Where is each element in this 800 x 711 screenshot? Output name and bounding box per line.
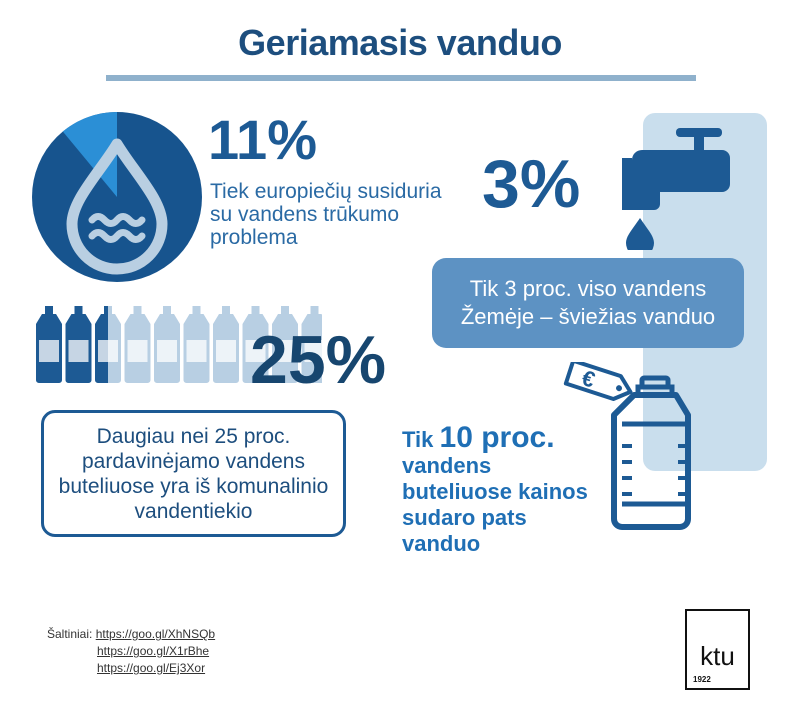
water-bottle-icon [301, 306, 322, 383]
tap-water-description: Daugiau nei 25 proc. pardavinėjamo vande… [41, 410, 346, 537]
bottle-price-description: vandens buteliuose kainos sudaro pats va… [402, 453, 588, 556]
water-bottle-icon [124, 306, 151, 383]
pie-highlight-slice [62, 112, 117, 197]
water-bottle-icon [65, 306, 92, 383]
price-tag-bottle-icon: € [563, 362, 691, 530]
logo-text: ktu [700, 641, 735, 671]
title-divider [106, 75, 696, 81]
bottle-row [36, 306, 322, 383]
water-shortage-percent: 11% [208, 108, 317, 171]
water-bottle-icon [154, 306, 180, 383]
tap-water-percent: 25% [250, 322, 387, 398]
logo-year: 1922 [693, 675, 711, 684]
bottle-price-prefix: Tik [402, 427, 434, 452]
sources-block: Šaltiniai: https://goo.gl/XhNSQb https:/… [47, 626, 215, 677]
water-bottle-icon [36, 306, 62, 383]
fresh-water-description: Tik 3 proc. viso vandens Žemėje – švieži… [432, 258, 744, 348]
source-link-3[interactable]: https://goo.gl/Ej3Xor [97, 661, 206, 675]
water-bottle-icon [213, 306, 239, 383]
water-tap-icon [622, 128, 730, 250]
water-shortage-pie-chart [32, 112, 202, 282]
water-bottle-icon [95, 306, 121, 383]
water-bottle-icon [272, 306, 298, 383]
page-title: Geriamasis vanduo [238, 22, 562, 63]
ktu-logo: ktu 1922 [685, 609, 750, 690]
source-link-2[interactable]: https://goo.gl/X1rBhe [97, 644, 210, 658]
price-tag-icon: € [563, 362, 633, 401]
water-bottle-icon [183, 306, 210, 383]
water-shortage-description: Tiek europiečių susiduria su vandens trū… [210, 180, 442, 249]
bottle-price-percent: 10 proc. [439, 421, 555, 454]
sources-label: Šaltiniai: [47, 627, 93, 641]
bottle-outline [611, 375, 691, 530]
water-drop-icon [66, 138, 168, 275]
fresh-water-percent: 3% [482, 146, 581, 222]
bottle-price-statement: Tik 10 proc. vandens buteliuose kainos s… [402, 423, 602, 557]
water-bottle-icon [242, 306, 269, 383]
source-link-1[interactable]: https://goo.gl/XhNSQb [95, 627, 216, 641]
